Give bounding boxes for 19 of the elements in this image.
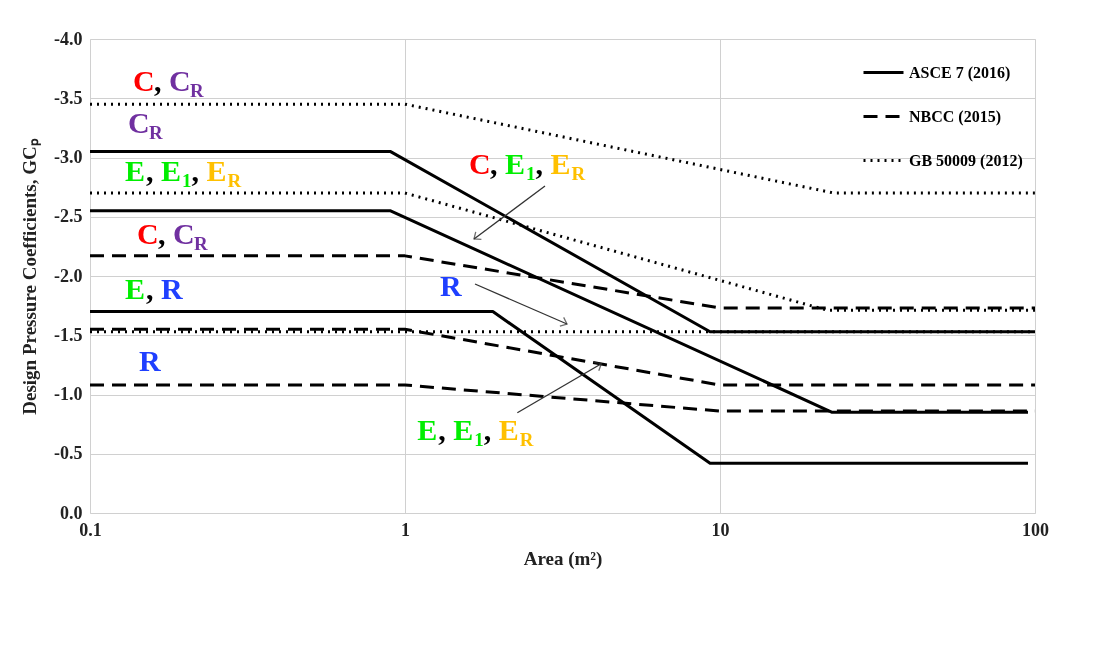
legend-label: ASCE 7 (2016): [909, 63, 1011, 82]
y-tick-label: -3.0: [54, 147, 83, 167]
annotation: R: [440, 269, 462, 302]
y-axis-title: Design Pressure Coefficients, GCₚ: [19, 138, 42, 415]
y-tick-label: -1.5: [54, 324, 83, 345]
y-tick-label: -3.5: [54, 87, 83, 108]
x-tick-label: 100: [1022, 519, 1049, 540]
annotation: R: [139, 344, 161, 377]
legend-label: GB 50009 (2012): [909, 151, 1023, 170]
x-tick-label: 10: [711, 519, 730, 540]
y-tick-label: -0.5: [54, 443, 83, 464]
y-tick-label: -2.5: [54, 206, 83, 227]
annotation: E, R: [125, 272, 183, 305]
y-tick-label: -1.0: [54, 384, 83, 404]
x-axis-title: Area (m²): [523, 547, 603, 570]
x-tick-label: 1: [401, 519, 410, 540]
legend-label: NBCC (2015): [909, 107, 1001, 126]
y-tick-label: -2.0: [54, 265, 83, 286]
y-tick-label: -4.0: [54, 28, 83, 49]
